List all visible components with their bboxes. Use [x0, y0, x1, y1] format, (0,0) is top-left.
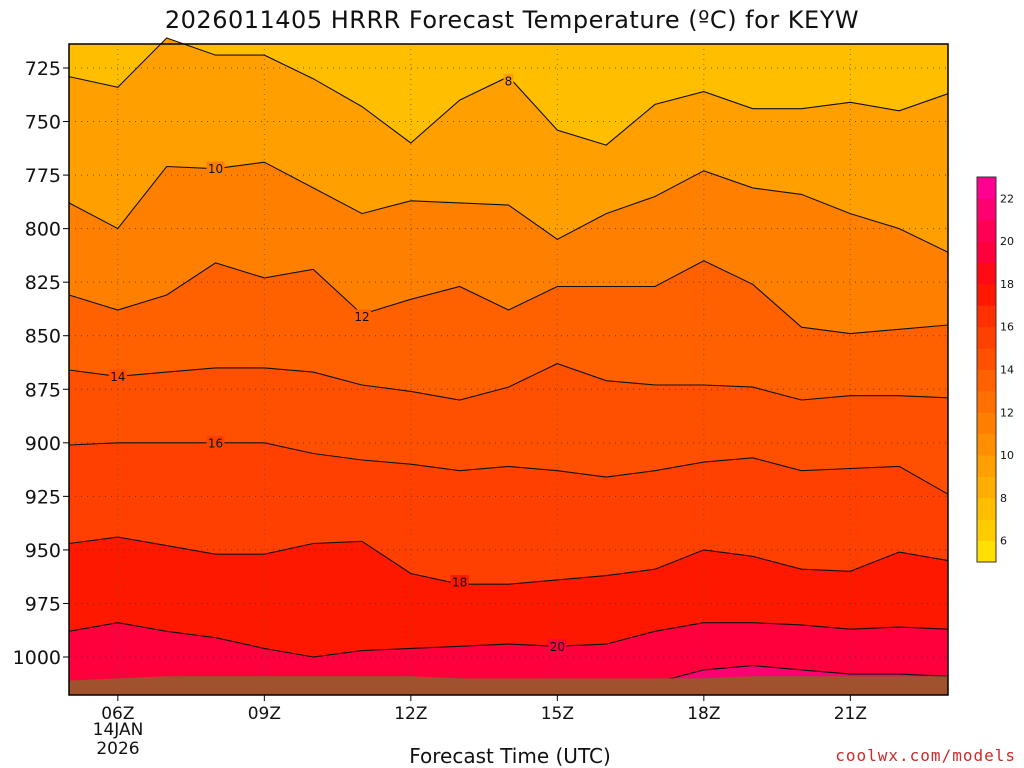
colorbar-label-12: 12 — [1000, 406, 1014, 419]
colorbar-swatch-17 — [977, 283, 996, 306]
plot-frame — [68, 43, 949, 696]
y-tick-label-975: 975 — [25, 593, 61, 615]
contour-label-12: 12 — [354, 310, 369, 324]
y-tick-label-950: 950 — [25, 540, 61, 562]
x-tick-label-12Z: 12Z — [394, 704, 427, 724]
colorbar-label-16: 16 — [1000, 321, 1014, 334]
colorbar-swatch-18 — [977, 262, 996, 285]
colorbar-swatch-12 — [977, 390, 996, 413]
colorbar-label-18: 18 — [1000, 278, 1014, 291]
y-tick-label-1000: 1000 — [13, 647, 61, 669]
x-tick-label-06Z: 06Z — [101, 704, 134, 724]
contour-label-8: 8 — [505, 74, 513, 88]
colorbar-label-8: 8 — [1000, 492, 1007, 505]
date-label-day: 14JAN — [92, 720, 144, 740]
colorbar-swatch-16 — [977, 305, 996, 328]
contour-label-bg-18 — [450, 575, 469, 590]
contour-label-bg-14 — [108, 369, 127, 384]
colorbar-label-20: 20 — [1000, 235, 1014, 248]
contour-line-18 — [68, 536, 949, 585]
contour-label-bg-16 — [206, 435, 225, 450]
x-axis-title: Forecast Time (UTC) — [409, 744, 611, 768]
colorbar-swatch-11 — [977, 412, 996, 435]
colorbar-swatch-8 — [977, 476, 996, 499]
contour-label-14: 14 — [110, 370, 125, 384]
colorbar-swatch-13 — [977, 369, 996, 392]
y-tick-label-800: 800 — [25, 219, 61, 241]
x-tick-label-15Z: 15Z — [541, 704, 574, 724]
contour-label-16: 16 — [208, 436, 223, 450]
contour-label-10: 10 — [208, 162, 223, 176]
y-tick-label-750: 750 — [25, 112, 61, 134]
y-tick-label-875: 875 — [25, 379, 61, 401]
colorbar-label-10: 10 — [1000, 449, 1014, 462]
y-tick-label-825: 825 — [25, 272, 61, 294]
contour-line-12 — [68, 260, 949, 335]
y-tick-label-775: 775 — [25, 165, 61, 187]
y-tick-label-725: 725 — [25, 58, 61, 80]
contour-line-20 — [68, 622, 949, 658]
colorbar-swatch-19 — [977, 241, 996, 264]
colorbar-swatch-21 — [977, 198, 996, 221]
colorbar-swatch-9 — [977, 455, 996, 477]
colorbar-label-22: 22 — [1000, 192, 1014, 205]
contour-line-14 — [68, 363, 949, 401]
date-label-year: 2026 — [96, 739, 140, 759]
x-tick-label-21Z: 21Z — [834, 704, 867, 724]
colorbar-swatch-20 — [977, 219, 996, 242]
surface-ground — [69, 676, 948, 695]
colorbar-label-14: 14 — [1000, 364, 1014, 377]
chart-title: 2026011405 HRRR Forecast Temperature (ºC… — [164, 6, 860, 34]
contour-label-bg-8 — [503, 73, 514, 88]
colorbar-label-6: 6 — [1000, 535, 1007, 548]
colorbar-swatch-5 — [977, 540, 996, 563]
colorbar-swatch-10 — [977, 433, 996, 456]
contour-label-20: 20 — [550, 640, 565, 654]
colorbar-frame — [976, 176, 997, 563]
x-tick-label-18Z: 18Z — [687, 704, 720, 724]
contour-label-bg-10 — [206, 161, 225, 176]
y-tick-label-925: 925 — [25, 486, 61, 508]
colorbar-swatch-22 — [977, 177, 996, 199]
colorbar-swatch-14 — [977, 348, 996, 370]
x-tick-label-09Z: 09Z — [248, 704, 281, 724]
credit-link[interactable]: coolwx.com/models — [835, 746, 1016, 765]
contour-label-bg-12 — [353, 309, 371, 324]
y-tick-label-900: 900 — [25, 433, 61, 455]
colorbar-swatch-7 — [977, 497, 996, 520]
colorbar-swatch-6 — [977, 519, 996, 542]
y-tick-label-850: 850 — [25, 326, 61, 348]
colorbar-swatch-15 — [977, 326, 996, 349]
contour-label-18: 18 — [452, 576, 467, 590]
contour-label-bg-20 — [548, 639, 567, 654]
